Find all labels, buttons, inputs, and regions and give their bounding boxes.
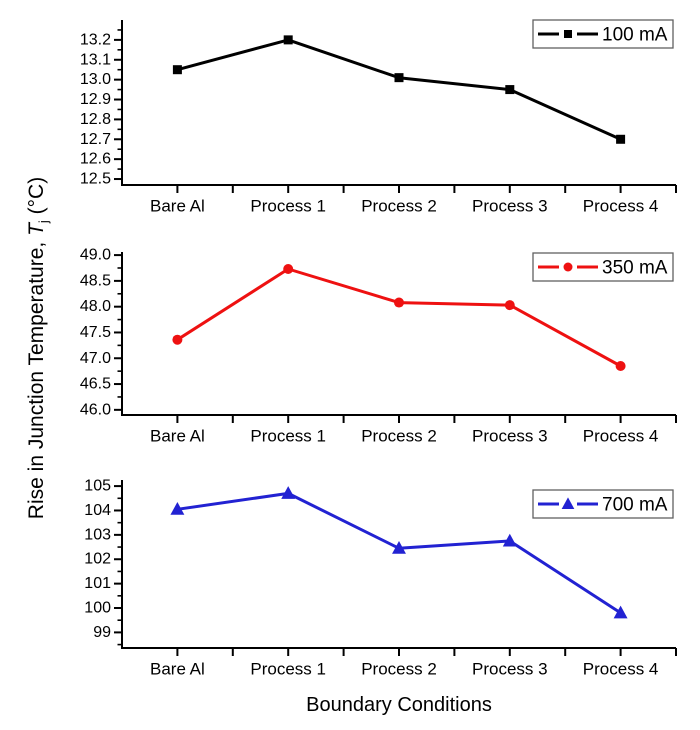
- data-point: [613, 605, 628, 619]
- legend-marker-square: [564, 30, 572, 38]
- y-tick-label: 101: [84, 575, 111, 592]
- y-tick-label: 47.5: [80, 324, 111, 341]
- chart-panel-700ma: 99 100 101 102 103 104 105 Bare Al Process 1 Proc…: [84, 478, 677, 679]
- data-point: [283, 35, 293, 45]
- series-line: [175, 38, 623, 141]
- y-axis-title-symbol: T: [24, 223, 48, 236]
- y-tick-label: 13.1: [80, 51, 111, 68]
- y-axis-title-unit: (°C): [24, 176, 48, 221]
- x-category-label: Process 3: [472, 197, 548, 216]
- series-line: [175, 267, 623, 368]
- x-category-label: Process 1: [250, 660, 326, 679]
- y-axis-title: Rise in Junction Temperature, Tj (°C): [25, 177, 51, 519]
- data-point: [394, 297, 404, 308]
- y-tick-label: 12.9: [80, 91, 111, 108]
- data-point: [170, 502, 185, 515]
- y-tick-label: 12.7: [80, 131, 111, 148]
- x-category-label: Bare Al: [150, 197, 205, 216]
- x-category-label: Process 3: [472, 660, 548, 679]
- y-axis-title-text: Rise in Junction Temperature,: [24, 235, 48, 520]
- legend-marker-circle: [563, 262, 573, 272]
- data-point: [616, 134, 626, 144]
- data-point: [392, 541, 406, 554]
- x-category-label: Process 4: [583, 197, 659, 216]
- y-tick-label: 46.5: [80, 376, 111, 393]
- x-category-label: Bare Al: [150, 660, 205, 679]
- y-tick-label: 47.0: [80, 350, 111, 367]
- data-point: [172, 334, 183, 345]
- x-category-label: Process 2: [361, 427, 437, 446]
- axis-spines: [121, 480, 676, 649]
- x-category-label: Bare Al: [150, 427, 205, 446]
- axis-spines: [121, 20, 676, 186]
- data-point: [502, 533, 517, 547]
- data-point: [504, 300, 515, 311]
- legend-label: 100 mA: [602, 25, 668, 46]
- x-category-label: Process 4: [583, 660, 659, 679]
- data-point: [283, 264, 294, 275]
- legend-label: 700 mA: [602, 495, 668, 516]
- y-tick-label: 12.8: [80, 111, 111, 128]
- data-point: [505, 85, 515, 95]
- x-category-label: Process 2: [361, 660, 437, 679]
- y-tick-label: 104: [84, 502, 111, 519]
- x-category-label: Process 2: [361, 197, 437, 216]
- legend-box: [532, 252, 674, 282]
- data-point: [172, 65, 182, 75]
- legend-label: 350 mA: [602, 258, 668, 279]
- x-category-label: Process 4: [583, 427, 659, 446]
- y-tick-label: 48.5: [80, 272, 111, 289]
- chart-panel-350ma: 46.0 46.5 47.0 47.5 48.0 48.5 49.0 Bare Al Proce…: [80, 247, 677, 446]
- legend-marker-triangle: [561, 497, 575, 510]
- y-tick-label: 13.0: [80, 71, 111, 88]
- y-tick-label: 13.2: [80, 31, 111, 48]
- y-tick-label: 103: [84, 526, 111, 543]
- y-tick-label: 12.6: [80, 151, 111, 168]
- y-tick-label: 102: [84, 551, 111, 568]
- x-axis-title: Boundary Conditions: [306, 694, 492, 716]
- chart-panel-100ma: 12.5 12.6 12.7 12.8 12.9 13.0 13.1 13.2 Bare Al P…: [80, 19, 677, 216]
- x-category-label: Process 1: [250, 427, 326, 446]
- y-tick-label: 100: [84, 600, 111, 617]
- data-point: [615, 360, 626, 371]
- x-category-label: Process 1: [250, 197, 326, 216]
- y-axis-title-subscript: j: [36, 220, 52, 224]
- y-tick-label: 12.5: [80, 171, 111, 188]
- y-tick-label: 46.0: [80, 401, 111, 418]
- data-point: [394, 73, 404, 83]
- y-tick-label: 48.0: [80, 298, 111, 315]
- y-tick-label: 99: [93, 624, 111, 641]
- y-tick-label: 49.0: [80, 247, 111, 264]
- x-category-label: Process 3: [472, 427, 548, 446]
- y-tick-label: 105: [84, 478, 111, 495]
- data-point: [281, 486, 296, 499]
